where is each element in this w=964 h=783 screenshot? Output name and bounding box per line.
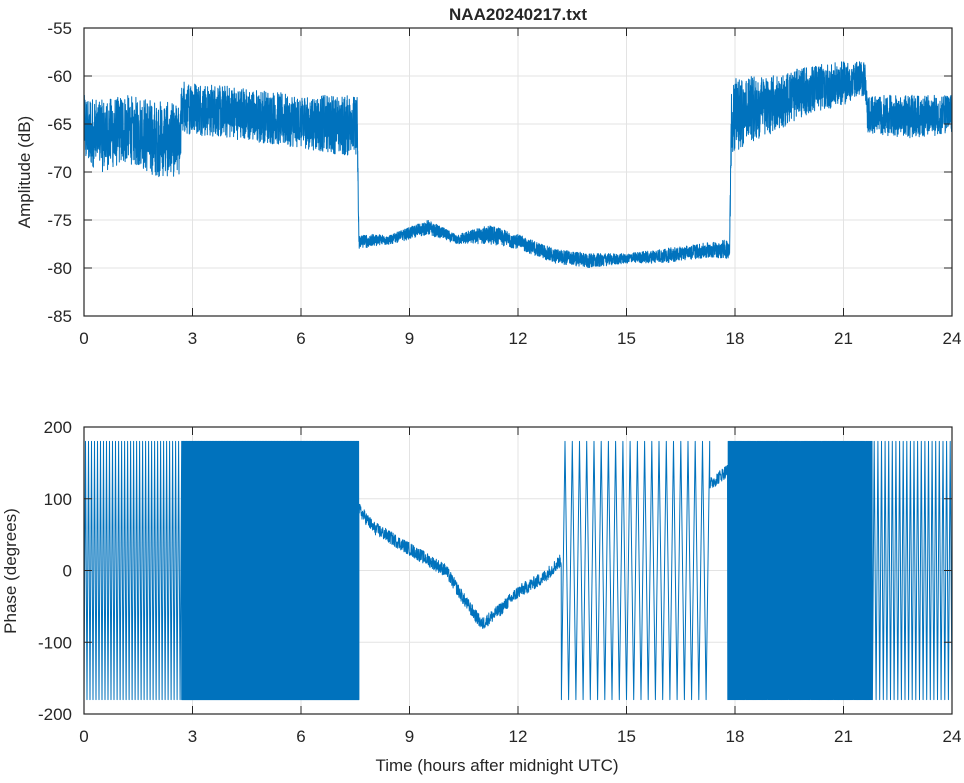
x-tick-label: 3 xyxy=(188,329,197,348)
y-tick-label: 100 xyxy=(44,490,72,509)
x-tick-label: 6 xyxy=(296,329,305,348)
amplitude-y-label: Amplitude (dB) xyxy=(15,116,34,228)
x-tick-label: 24 xyxy=(943,329,962,348)
amplitude-axes: 0 3 6 9 12 15 18 21 24 -85 -80 -75 -70 -65 -60 -55 xyxy=(47,19,961,348)
x-tick-label: 9 xyxy=(405,727,414,746)
x-tick-label: 24 xyxy=(943,727,962,746)
x-tick-label: 0 xyxy=(79,329,88,348)
y-tick-label: -60 xyxy=(47,67,72,86)
y-tick-label: 200 xyxy=(44,418,72,437)
y-tick-label: -75 xyxy=(47,211,72,230)
y-tick-label: -70 xyxy=(47,163,72,182)
phase-y-label: Phase (degrees) xyxy=(1,508,20,634)
x-tick-label: 0 xyxy=(79,727,88,746)
phase-series-line xyxy=(83,440,953,701)
x-tick-label: 15 xyxy=(617,329,636,348)
y-tick-label: -200 xyxy=(38,705,72,724)
x-tick-label: 3 xyxy=(188,727,197,746)
y-tick-label: -80 xyxy=(47,259,72,278)
x-tick-label: 18 xyxy=(726,329,745,348)
x-tick-label: 18 xyxy=(726,727,745,746)
x-tick-label: 21 xyxy=(834,727,853,746)
y-tick-label: 0 xyxy=(63,562,72,581)
y-tick-label: -65 xyxy=(47,115,72,134)
x-tick-label: 15 xyxy=(617,727,636,746)
x-tick-label: 21 xyxy=(834,329,853,348)
x-tick-label: 12 xyxy=(509,329,528,348)
x-tick-label: 9 xyxy=(405,329,414,348)
x-tick-label: 6 xyxy=(296,727,305,746)
x-tick-label: 12 xyxy=(509,727,528,746)
amplitude-series-line xyxy=(83,61,953,268)
phase-axes: 0 3 6 9 12 15 18 21 24 -200 -100 0 100 200 xyxy=(38,418,961,746)
y-tick-label: -85 xyxy=(47,307,72,326)
y-tick-label: -55 xyxy=(47,19,72,38)
chart-title: NAA20240217.txt xyxy=(449,5,587,24)
y-tick-label: -100 xyxy=(38,633,72,652)
x-axis-label: Time (hours after midnight UTC) xyxy=(375,756,618,775)
